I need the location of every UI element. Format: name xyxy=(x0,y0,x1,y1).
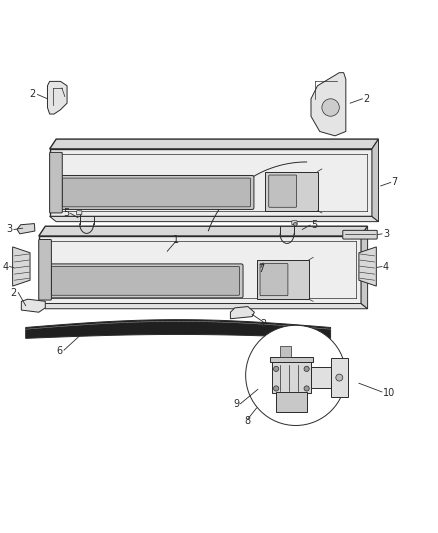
Circle shape xyxy=(304,366,309,372)
FancyBboxPatch shape xyxy=(269,175,297,207)
FancyBboxPatch shape xyxy=(343,230,377,239)
Circle shape xyxy=(293,222,297,226)
FancyBboxPatch shape xyxy=(62,178,251,207)
Polygon shape xyxy=(13,247,30,286)
Polygon shape xyxy=(361,226,367,309)
FancyBboxPatch shape xyxy=(276,392,307,413)
FancyBboxPatch shape xyxy=(59,175,254,209)
Circle shape xyxy=(246,325,346,425)
FancyBboxPatch shape xyxy=(260,263,288,296)
Polygon shape xyxy=(49,139,378,149)
Circle shape xyxy=(336,374,343,381)
FancyBboxPatch shape xyxy=(331,358,348,397)
FancyBboxPatch shape xyxy=(49,152,62,213)
Polygon shape xyxy=(47,82,67,114)
Text: 4: 4 xyxy=(383,262,389,271)
FancyBboxPatch shape xyxy=(311,367,331,389)
Text: 2: 2 xyxy=(29,90,36,100)
Circle shape xyxy=(273,366,279,372)
Text: 2: 2 xyxy=(260,319,266,329)
Text: 3: 3 xyxy=(7,224,13,235)
FancyBboxPatch shape xyxy=(39,239,51,300)
FancyBboxPatch shape xyxy=(270,357,313,362)
Text: 2: 2 xyxy=(363,94,370,104)
Polygon shape xyxy=(372,139,378,222)
Text: 10: 10 xyxy=(383,388,395,398)
Polygon shape xyxy=(311,72,346,136)
Polygon shape xyxy=(39,303,367,309)
Text: 8: 8 xyxy=(245,416,251,426)
Polygon shape xyxy=(26,320,331,338)
Text: 6: 6 xyxy=(57,346,63,357)
Text: 7: 7 xyxy=(392,176,398,187)
Circle shape xyxy=(322,99,339,116)
Polygon shape xyxy=(39,236,361,303)
Text: 3: 3 xyxy=(383,229,389,239)
Text: 5: 5 xyxy=(63,208,69,219)
FancyBboxPatch shape xyxy=(272,362,311,393)
FancyBboxPatch shape xyxy=(48,264,243,298)
Polygon shape xyxy=(49,149,372,216)
Polygon shape xyxy=(39,226,367,236)
Circle shape xyxy=(273,386,279,391)
Text: 9: 9 xyxy=(233,399,239,409)
Text: 4: 4 xyxy=(2,262,8,271)
FancyBboxPatch shape xyxy=(280,346,291,357)
Circle shape xyxy=(304,386,309,391)
Polygon shape xyxy=(230,306,254,319)
Text: 7: 7 xyxy=(258,264,264,273)
Text: 1: 1 xyxy=(173,236,179,245)
Polygon shape xyxy=(21,299,45,312)
Polygon shape xyxy=(265,172,318,211)
Polygon shape xyxy=(359,247,376,286)
Polygon shape xyxy=(49,216,378,222)
Text: 2: 2 xyxy=(11,288,17,297)
Text: 5: 5 xyxy=(311,220,317,230)
FancyBboxPatch shape xyxy=(292,221,297,225)
FancyBboxPatch shape xyxy=(77,211,82,215)
Polygon shape xyxy=(257,260,309,299)
Polygon shape xyxy=(17,223,35,234)
FancyBboxPatch shape xyxy=(51,266,240,295)
